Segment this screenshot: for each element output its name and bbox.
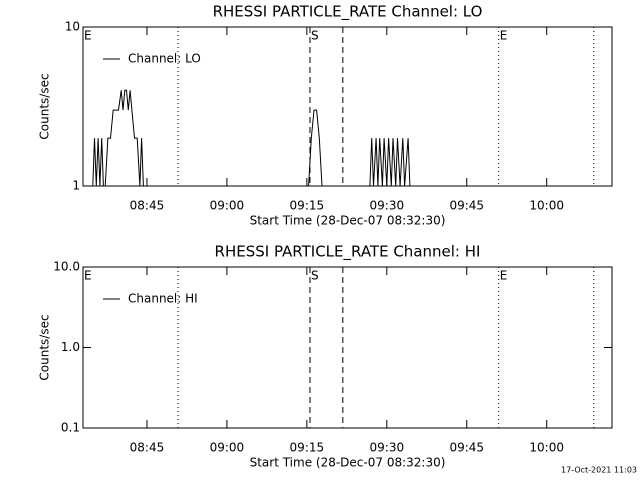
annotation: S	[311, 29, 319, 43]
annotation: E	[500, 269, 508, 283]
x-tick-label: 09:30	[370, 441, 405, 455]
annotation: E	[500, 29, 508, 43]
annotation: S	[311, 269, 319, 283]
x-tick-label: 09:45	[449, 441, 484, 455]
x-tick-label: 08:45	[130, 199, 165, 213]
annotation: E	[84, 29, 92, 43]
x-axis-label: Start Time (28-Dec-07 08:32:30)	[250, 456, 446, 470]
legend-label: Channel: HI	[128, 292, 198, 306]
footer: 17-Oct-2021 11:03	[561, 466, 637, 475]
chart-title: RHESSI PARTICLE_RATE Channel: HI	[215, 243, 481, 262]
y-tick-label: 1	[72, 179, 80, 193]
x-tick-label: 09:45	[449, 199, 484, 213]
y-tick-label: 1.0	[61, 340, 80, 354]
x-tick-label: 09:15	[290, 441, 325, 455]
annotation: E	[84, 269, 92, 283]
y-tick-label: 0.1	[61, 421, 80, 435]
x-tick-label: 09:30	[370, 199, 405, 213]
legend-label: Channel: LO	[128, 52, 201, 66]
chart-title: RHESSI PARTICLE_RATE Channel: LO	[213, 3, 483, 22]
y-axis-label: Counts/sec	[38, 314, 52, 380]
y-tick-label: 10.0	[53, 260, 80, 274]
x-axis-label: Start Time (28-Dec-07 08:32:30)	[250, 214, 446, 228]
y-axis-label: Counts/sec	[38, 73, 52, 139]
y-tick-label: 10	[65, 20, 80, 34]
x-tick-label: 09:00	[210, 199, 245, 213]
x-tick-label: 10:00	[529, 199, 564, 213]
x-tick-label: 09:00	[210, 441, 245, 455]
x-tick-label: 10:00	[529, 441, 564, 455]
x-tick-label: 08:45	[130, 441, 165, 455]
data-line	[92, 89, 413, 187]
x-tick-label: 09:15	[290, 199, 325, 213]
